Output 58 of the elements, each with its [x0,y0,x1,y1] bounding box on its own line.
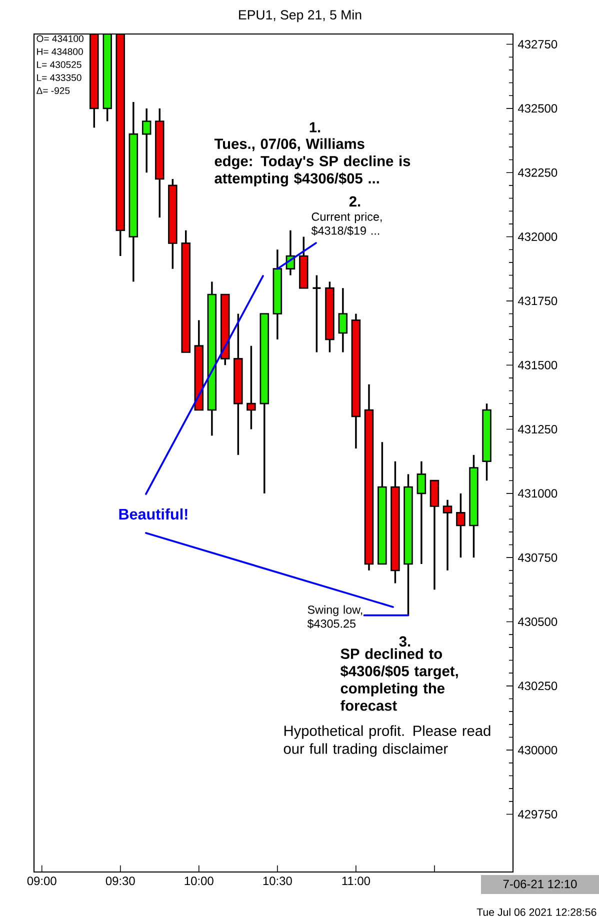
candlestick [456,492,466,558]
annotation: L= 433350 [37,74,82,82]
candlestick [207,280,217,437]
candlestick [364,383,374,572]
annotation: 2. [349,196,360,206]
y-tick-label: 430500 [518,618,558,626]
candlestick [351,312,361,450]
candlestick [378,441,387,565]
annotation: 3. [399,636,410,647]
candlestick [299,236,308,289]
candlestick [338,287,348,354]
x-tick-label: 10:00 [184,876,214,886]
text: 7-06-21 12:10 [503,880,577,888]
candlestick [404,473,413,616]
y-tick-label: 432500 [518,104,558,113]
y-tick-label: 431750 [518,296,558,306]
candlestick [442,498,452,572]
x-tick-label: 10:30 [263,876,292,886]
candlestick [272,248,282,340]
y-tick-label: 431500 [518,360,558,370]
y-tick-label: 431000 [518,489,558,498]
annotation: O= 434100 [36,35,84,42]
candlestick [234,312,243,456]
annotation: Beautiful! [119,508,188,520]
annotation: SP declined to $4306/$05 target, completing the forecast [340,648,458,711]
y-tick-label: 430000 [518,746,558,754]
candlestick [155,108,164,218]
candlestick [312,274,322,354]
y-tick-label: 431250 [518,425,558,434]
annotation: Current price, $4318/$19 ... [311,212,382,236]
y-tick-label: 432250 [518,168,558,177]
candlestick [128,101,138,283]
x-tick-label: 09:30 [106,876,135,886]
annotation: H= 434800 [37,48,83,56]
candlestick [246,344,256,430]
y-tick-label: 429750 [518,810,558,818]
x-tick-label: 11:00 [342,876,370,886]
candlestick [260,313,270,494]
y-tick-label: 432000 [518,232,558,241]
y-tick-label: 430250 [518,682,558,690]
text: Tue Jul 06 2021 12:28:56 [476,908,596,916]
candlestick [142,108,152,174]
candlestick [194,319,204,411]
annotation: L= 430525 [37,61,82,68]
y-tick-label: 430750 [518,553,558,562]
annotation: Hypothetical profit. Please read our full trading disclaimer [284,725,490,757]
candlestick [430,480,440,591]
x-tick-label: 09:00 [27,876,56,886]
chart-title: EPU1, Sep 21, 5 Min [239,10,362,22]
annotation: Δ= -925 [36,87,70,94]
candlestick [469,454,478,558]
candlestick [416,460,426,565]
annotation: Swing low, $4305.25 [307,605,362,628]
annotation: 1. [310,122,320,132]
annotation: Tues., 07/06, Williams edge: Today's SP decline is attempting $4306/$05 ... [214,138,410,186]
y-tick-label: 432750 [518,40,558,48]
candlestick [181,229,190,353]
candlestick [390,460,400,584]
